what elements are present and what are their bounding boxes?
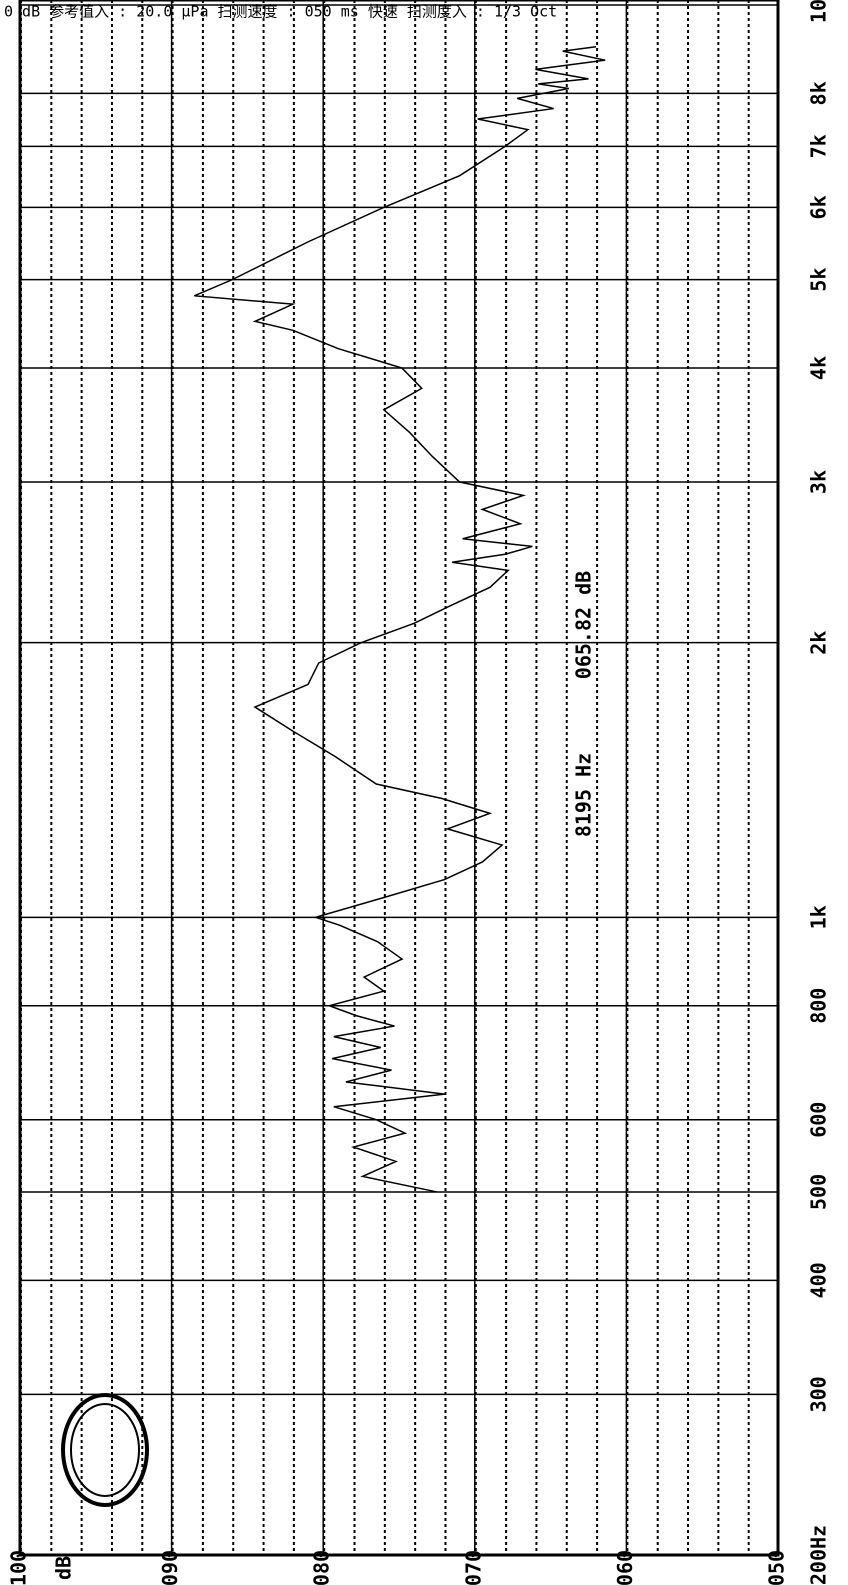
x-tick-label: 2k: [807, 631, 831, 655]
x-tick-label: 200Hz: [807, 1525, 831, 1585]
x-tick-label: 7k: [807, 134, 831, 158]
y-tick-label: 100: [7, 1550, 31, 1585]
x-tick-label: 6k: [807, 195, 831, 219]
y-tick-label: 070: [461, 1550, 485, 1585]
x-tick-label: 4k: [807, 356, 831, 380]
y-tick-label: 090: [158, 1550, 182, 1585]
x-tick-label: 10k: [807, 0, 831, 23]
x-tick-label: 1k: [807, 905, 831, 929]
annotation: 065.82 dB: [572, 571, 596, 679]
x-tick-label: 400: [807, 1262, 831, 1298]
minor-grid: [20, 0, 778, 1555]
data-line: [194, 46, 606, 1193]
x-tick-label: 300: [807, 1376, 831, 1412]
x-tick-label: 5k: [807, 268, 831, 292]
x-tick-label: 500: [807, 1174, 831, 1210]
annotation: 8195 Hz: [572, 753, 596, 837]
chart-title: 0 dB 参考值入 : 20.0 μPa 扫测速度 : 050 ms 快速 扫测…: [4, 3, 557, 21]
x-tick-label: 600: [807, 1102, 831, 1138]
y-axis-label: dB: [52, 1556, 76, 1580]
y-tick-label: 050: [765, 1550, 789, 1585]
x-tick-label: 800: [807, 988, 831, 1024]
x-tick-label: 8k: [807, 81, 831, 105]
x-tick-label: 3k: [807, 470, 831, 494]
y-tick-label: 080: [310, 1550, 334, 1585]
y-tick-label: 060: [613, 1550, 637, 1585]
